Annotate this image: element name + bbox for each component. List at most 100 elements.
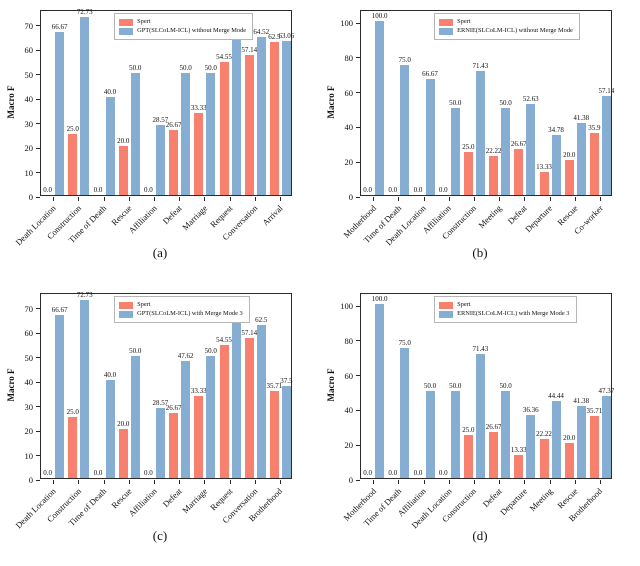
bar-spert bbox=[564, 160, 574, 195]
y-tick-label: 60 bbox=[344, 87, 354, 98]
x-tick bbox=[128, 197, 130, 201]
bar-llm bbox=[526, 103, 536, 195]
bar-value-label: 50.0 bbox=[423, 382, 437, 391]
y-tick bbox=[36, 49, 40, 51]
legend-item: Spert bbox=[119, 18, 246, 26]
legend: Spert ERNIE(SLCoLM-ICL) without Merge Mod… bbox=[434, 13, 580, 40]
bar-llm bbox=[155, 408, 165, 478]
x-tick bbox=[549, 197, 551, 201]
legend-label: Spert bbox=[137, 18, 151, 25]
bar-value-label: 50.0 bbox=[204, 63, 217, 72]
x-tick bbox=[179, 197, 181, 201]
legend-item: ERNIE(SLCoLM-ICL) with Merge Mode 3 bbox=[439, 310, 570, 318]
x-tick bbox=[279, 480, 281, 484]
bar-llm bbox=[181, 72, 191, 195]
x-tick-label: Meeting bbox=[526, 486, 555, 514]
bar-value-label: 50.0 bbox=[449, 99, 462, 108]
y-axis-label: Macro F bbox=[6, 368, 16, 402]
y-tick bbox=[36, 357, 40, 359]
x-tick-label: Defeat bbox=[160, 203, 184, 227]
legend-swatch-llm bbox=[439, 27, 454, 35]
bar-value-label: 66.67 bbox=[422, 70, 438, 79]
y-tick bbox=[36, 479, 40, 481]
bar-value-label: 62.5 bbox=[268, 33, 281, 42]
y-axis-label: Macro F bbox=[6, 85, 16, 119]
bar-value-label: 57.14 bbox=[598, 86, 615, 95]
bar-llm bbox=[130, 72, 140, 195]
bar-value-label: 25.0 bbox=[462, 425, 475, 434]
legend-swatch-spert bbox=[119, 18, 134, 26]
bar-llm bbox=[601, 395, 611, 478]
x-tick bbox=[78, 480, 80, 484]
bar-value-label: 47.37 bbox=[598, 386, 615, 395]
bar-value-label: 0.0 bbox=[43, 469, 52, 477]
legend-item: GPT(SLCoLM-ICL) with Merge Mode 3 bbox=[119, 310, 243, 318]
bar-spert bbox=[244, 338, 254, 478]
bar-value-label: 62.5 bbox=[255, 316, 268, 325]
bar-value-label: 0.0 bbox=[438, 469, 448, 477]
x-tick bbox=[204, 480, 206, 484]
legend-label: GPT(SLCoLM-ICL) without Merge Mode bbox=[137, 27, 247, 34]
bar-value-label: 44.44 bbox=[548, 391, 564, 400]
y-tick-label: 40 bbox=[24, 377, 34, 388]
bar-spert bbox=[489, 156, 499, 195]
bar-value-label: 22.22 bbox=[485, 147, 502, 156]
y-tick bbox=[36, 25, 40, 27]
x-tick bbox=[373, 197, 375, 201]
bar-llm bbox=[375, 304, 385, 478]
bar-spert bbox=[219, 61, 229, 195]
x-tick bbox=[499, 197, 501, 201]
legend-item: Spert bbox=[439, 18, 573, 26]
bar-value-label: 13.33 bbox=[536, 162, 552, 171]
bar-llm bbox=[526, 414, 536, 478]
bar-llm bbox=[551, 134, 561, 195]
y-tick-label: 40 bbox=[344, 122, 354, 133]
bar-llm bbox=[375, 21, 385, 195]
x-tick bbox=[398, 480, 400, 484]
y-tick-label: 30 bbox=[24, 401, 34, 412]
y-tick bbox=[36, 430, 40, 432]
x-tick bbox=[128, 480, 130, 484]
legend-swatch-spert bbox=[439, 301, 454, 309]
bar-value-label: 33.33 bbox=[190, 387, 207, 396]
bar-value-label: 63.06 bbox=[278, 31, 295, 40]
bar-value-label: 35.9 bbox=[588, 123, 601, 132]
x-tick-label: Marriage bbox=[179, 203, 209, 233]
bar-value-label: 0.0 bbox=[43, 186, 52, 194]
bar-value-label: 50.0 bbox=[129, 346, 142, 355]
bar-spert bbox=[589, 415, 599, 478]
bar-llm bbox=[55, 31, 65, 195]
x-tick bbox=[279, 197, 281, 201]
y-tick bbox=[356, 196, 360, 198]
bar-value-label: 40.0 bbox=[103, 371, 117, 380]
x-tick bbox=[524, 197, 526, 201]
bar-llm bbox=[425, 391, 435, 478]
legend-label: ERNIE(SLCoLM-ICL) without Merge Mode bbox=[457, 27, 573, 34]
y-tick bbox=[36, 98, 40, 100]
x-tick-label: Meeting bbox=[476, 203, 504, 231]
x-tick bbox=[229, 480, 231, 484]
x-tick bbox=[473, 480, 475, 484]
x-tick bbox=[549, 480, 551, 484]
bar-value-label: 35.71 bbox=[586, 406, 603, 415]
y-tick bbox=[356, 375, 360, 377]
x-tick bbox=[78, 197, 80, 201]
axes: 0 20 40 60 80 100 Motherhood 0.0 100.0 Time of De… bbox=[340, 293, 615, 530]
y-tick-label: 0 bbox=[28, 475, 33, 485]
bar-value-label: 0.0 bbox=[413, 186, 423, 194]
bar-value-label: 35.71 bbox=[266, 381, 283, 390]
bar-llm bbox=[105, 97, 115, 195]
bar-value-label: 75.0 bbox=[398, 338, 411, 347]
bar-value-label: 0.0 bbox=[144, 469, 153, 477]
bar-value-label: 50.0 bbox=[499, 382, 512, 391]
y-tick bbox=[36, 308, 40, 310]
legend-item: GPT(SLCoLM-ICL) without Merge Mode bbox=[119, 27, 246, 35]
bar-value-label: 71.43 bbox=[472, 344, 489, 353]
legend-label: Spert bbox=[457, 18, 471, 25]
bar-llm bbox=[281, 40, 291, 195]
bar-value-label: 64.52 bbox=[253, 28, 270, 37]
bar-value-label: 26.67 bbox=[165, 403, 182, 412]
axes: 0 10 20 30 40 50 60 70 Death Location 0.0 66.67 Con… bbox=[13, 8, 295, 247]
y-tick-label: 40 bbox=[344, 405, 354, 416]
bar-value-label: 37.5 bbox=[280, 377, 293, 386]
